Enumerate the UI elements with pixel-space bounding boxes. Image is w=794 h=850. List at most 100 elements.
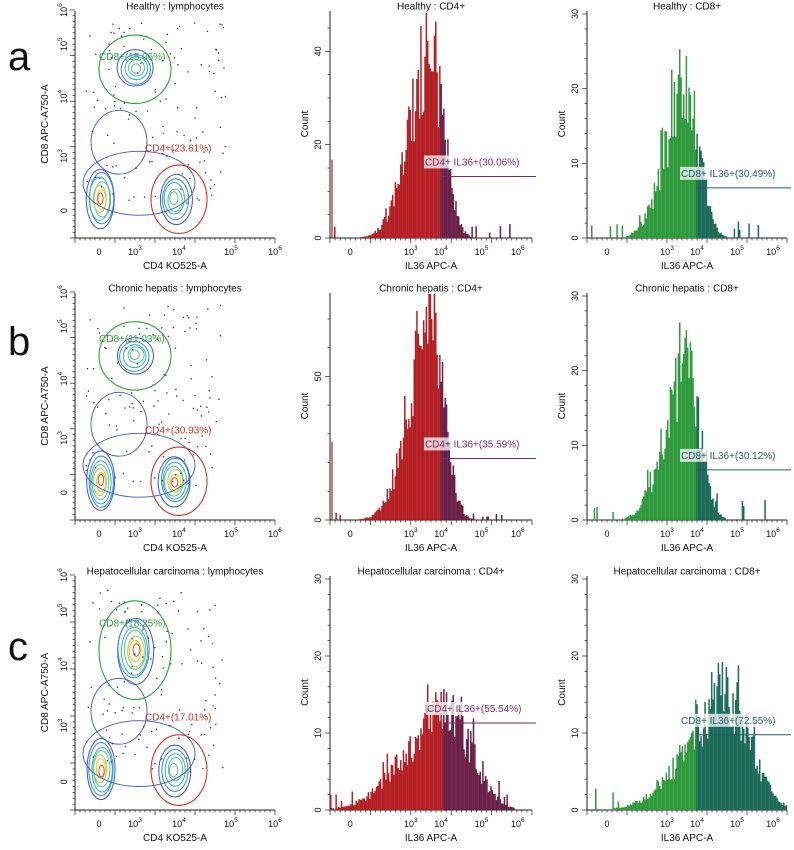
event-dot	[178, 25, 181, 28]
il36-gate-label: CD4+ IL36+(30.06%)	[425, 157, 520, 168]
x-tick-label: 104	[172, 817, 186, 829]
event-dot	[108, 684, 110, 687]
x-tick-label: 106	[511, 245, 525, 257]
event-dot	[109, 625, 112, 627]
histogram-bar	[464, 756, 467, 810]
event-dot	[196, 610, 199, 613]
panel-title: Healthy : CD8+	[653, 2, 721, 13]
event-dot	[172, 326, 174, 329]
x-axis-label: IL36 APC-A	[405, 261, 458, 272]
histogram-bar	[511, 807, 514, 810]
event-dot	[213, 72, 215, 75]
event-dot	[123, 325, 125, 328]
histogram-bar	[370, 235, 372, 238]
histogram-bar	[704, 460, 706, 520]
event-dot	[217, 52, 220, 54]
histogram-bar	[673, 381, 676, 520]
histogram-bar	[764, 500, 766, 520]
event-dot	[189, 327, 191, 329]
histogram-bar	[783, 802, 785, 810]
event-dot	[110, 761, 112, 763]
histogram-bar	[460, 223, 463, 238]
event-dot	[142, 400, 145, 402]
histogram-bar	[639, 800, 641, 810]
x-tick-label: 103	[404, 527, 418, 539]
population-contour	[164, 753, 186, 787]
cd4-gate-label: CD4+(17.01%)	[145, 713, 211, 724]
histogram-bar	[474, 744, 476, 810]
histogram-bar	[362, 518, 364, 520]
histogram-bar	[365, 236, 367, 238]
histogram-bar	[370, 517, 372, 520]
event-dot	[155, 728, 158, 730]
histogram-bar	[699, 448, 701, 520]
histogram-bar	[657, 469, 660, 520]
event-dot	[107, 589, 109, 592]
histogram-bar	[429, 68, 432, 238]
population-contour	[159, 173, 193, 226]
population-contour	[93, 467, 107, 496]
histogram-bar	[501, 803, 503, 810]
event-dot	[109, 736, 111, 739]
cd4-gate-label: CD4+(30.93%)	[145, 425, 211, 436]
histogram-bar	[784, 805, 786, 810]
event-dot	[205, 700, 207, 702]
x-tick-label: 105	[475, 817, 489, 829]
histogram-bar	[637, 510, 640, 520]
y-tick-label: 0	[570, 807, 580, 812]
x-tick-label: 106	[511, 527, 525, 539]
event-dot	[190, 378, 192, 380]
cd4-gate-label: CD4+(23.61%)	[145, 143, 211, 154]
histogram-bar	[374, 512, 376, 520]
population-contour	[171, 477, 179, 488]
event-dot	[129, 27, 131, 30]
event-dot	[195, 484, 197, 487]
event-dot	[175, 388, 177, 391]
y-axis-label: Count	[300, 392, 311, 419]
histogram-bar	[691, 350, 693, 520]
histogram-bar	[629, 804, 632, 810]
histogram-bar	[703, 461, 705, 520]
event-dot	[150, 658, 152, 660]
event-dot	[89, 35, 91, 37]
histogram-bar	[643, 496, 645, 520]
event-dot	[218, 398, 220, 401]
histogram-bar	[704, 702, 706, 810]
histogram-bar	[429, 707, 432, 810]
x-tick-label: 104	[690, 817, 704, 829]
histogram-bar	[499, 799, 502, 810]
event-dot	[108, 43, 110, 45]
event-dot	[134, 653, 136, 655]
event-dot	[177, 28, 179, 30]
histogram-bar	[737, 221, 740, 238]
histogram-bar	[379, 229, 382, 238]
event-dot	[165, 602, 167, 605]
histogram-bar	[679, 49, 681, 238]
event-dot	[158, 423, 160, 425]
histogram-bar	[405, 753, 407, 810]
histogram-bar	[659, 190, 661, 238]
x-tick-label: 106	[268, 817, 282, 829]
event-dot	[106, 164, 108, 166]
event-dot	[201, 662, 203, 664]
histogram-bar	[687, 122, 689, 238]
histogram-bar	[426, 684, 429, 810]
event-dot	[173, 57, 176, 59]
x-tick-label: 106	[268, 245, 282, 257]
event-dot	[202, 767, 204, 770]
histogram-bar	[395, 453, 398, 520]
histogram-bar	[482, 516, 484, 520]
histogram-bar	[615, 808, 617, 810]
histogram-bar	[733, 228, 736, 238]
y-tick-label: 20	[570, 84, 580, 94]
event-dot	[186, 315, 188, 317]
histogram-bar	[663, 168, 665, 238]
event-dot	[120, 35, 123, 37]
event-dot	[127, 118, 130, 120]
histogram-bar	[624, 518, 626, 520]
histogram-bar	[421, 734, 424, 810]
x-tick-label: 0	[348, 529, 353, 539]
event-dot	[183, 459, 186, 461]
histogram-bar	[641, 226, 644, 238]
histogram-bar	[737, 665, 740, 810]
